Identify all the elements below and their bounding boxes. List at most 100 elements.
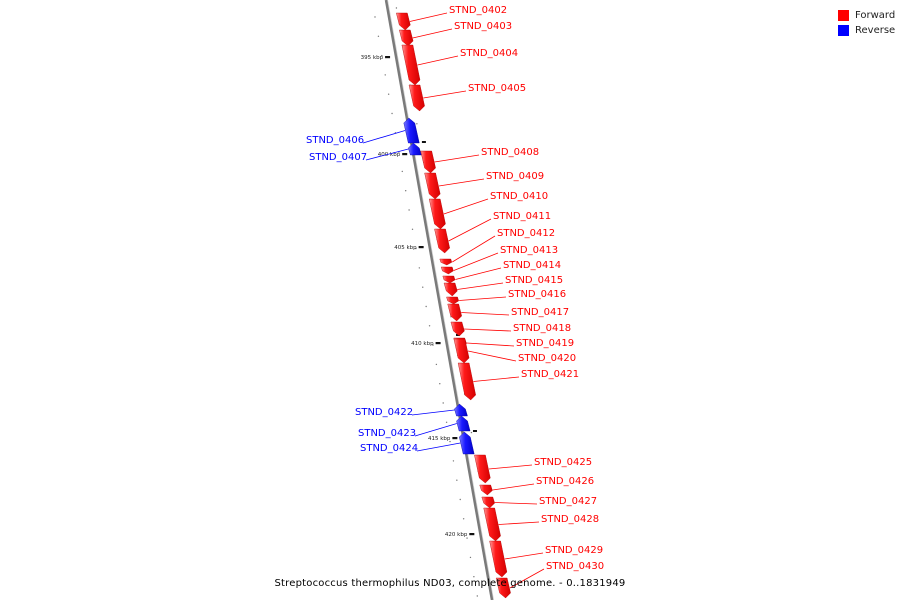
gene-leader-line (443, 198, 489, 215)
gene-label-STND_0402[interactable]: STND_0402 (449, 5, 507, 16)
kbp-tick-mark-right (421, 141, 426, 143)
gene-label-STND_0428[interactable]: STND_0428 (541, 514, 599, 525)
gene-arrow-STND_0409[interactable] (424, 172, 441, 200)
gene-leader-line (448, 218, 492, 242)
gene-label-STND_0427[interactable]: STND_0427 (539, 496, 597, 507)
gene-arrow-STND_0417[interactable] (447, 303, 462, 322)
gene-label-STND_0425[interactable]: STND_0425 (534, 457, 592, 468)
minor-tick-dot (473, 576, 475, 578)
gene-leader-line (414, 423, 457, 437)
gene-labels: STND_0402 STND_0403 STND_0404 STND_0405 STND… (306, 5, 604, 589)
gene-leader-line (365, 148, 409, 161)
gene-arrow-STND_0422[interactable] (454, 403, 468, 417)
gene-arrow-STND_0416[interactable] (446, 296, 459, 305)
gene-leader-line (498, 521, 540, 525)
gene-leader-line (488, 464, 533, 470)
gene-leader-line (455, 267, 502, 280)
gene-arrow-STND_0428[interactable] (483, 507, 501, 542)
gene-arrow-STND_0406[interactable] (403, 117, 420, 144)
gene-leader-line (464, 328, 512, 332)
gene-label-STND_0407[interactable]: STND_0407 (309, 152, 367, 163)
kbp-tick-mark-right (472, 430, 477, 432)
gene-arrow-STND_0421[interactable] (457, 362, 476, 401)
gene-arrow-STND_0420[interactable] (453, 338, 470, 364)
minor-tick-dot (387, 93, 390, 95)
minor-tick-dot (470, 431, 473, 434)
gene-label-STND_0418[interactable]: STND_0418 (513, 323, 571, 334)
gene-leader-line (473, 376, 520, 382)
gene-leader-line (423, 90, 467, 99)
gene-arrow-STND_0427[interactable] (481, 496, 495, 509)
minor-tick-dot (418, 267, 421, 269)
legend-forward: Forward (838, 8, 895, 23)
gene-arrow-STND_0402[interactable] (396, 12, 411, 31)
gene-label-STND_0417[interactable]: STND_0417 (511, 307, 569, 318)
gene-leader-line (453, 252, 499, 271)
minor-tick-dot (435, 363, 438, 366)
gene-label-STND_0426[interactable]: STND_0426 (536, 476, 594, 487)
gene-arrow-STND_0407[interactable] (408, 142, 422, 156)
gene-label-STND_0419[interactable]: STND_0419 (516, 338, 574, 349)
gene-label-STND_0420[interactable]: STND_0420 (518, 353, 576, 364)
minor-tick-dot (374, 16, 376, 18)
gene-leader-line (492, 483, 535, 491)
gene-arrow-STND_0415[interactable] (443, 282, 458, 297)
gene-track (396, 12, 511, 599)
gene-leader-line (504, 552, 544, 560)
gene-label-STND_0411[interactable]: STND_0411 (493, 211, 551, 222)
kbp-tick-label: 410 kbp (411, 341, 434, 347)
gene-label-STND_0410[interactable]: STND_0410 (490, 191, 548, 202)
gene-label-STND_0406[interactable]: STND_0406 (306, 135, 364, 146)
gene-arrow-STND_0424[interactable] (459, 431, 475, 455)
gene-label-STND_0404[interactable]: STND_0404 (460, 48, 518, 59)
gene-label-STND_0409[interactable]: STND_0409 (486, 171, 544, 182)
gene-arrow-STND_0410[interactable] (428, 198, 446, 230)
kbp-tick-mark (402, 153, 408, 156)
gene-leader-line (416, 442, 461, 452)
minor-tick-dot (384, 74, 386, 76)
gene-label-STND_0421[interactable]: STND_0421 (521, 369, 579, 380)
minor-tick-dot (422, 286, 424, 288)
gene-arrow-STND_0405[interactable] (408, 84, 425, 112)
kbp-tick-label: 395 kbp (361, 55, 384, 61)
kbp-tick-label: 415 kbp (428, 436, 451, 442)
gene-arrow-STND_0403[interactable] (399, 29, 414, 47)
gene-label-STND_0430[interactable]: STND_0430 (546, 561, 604, 572)
minor-tick-dot (459, 498, 461, 501)
gene-label-STND_0416[interactable]: STND_0416 (508, 289, 566, 300)
gene-arrow-STND_0423[interactable] (456, 415, 471, 432)
genome-backbone (384, 0, 494, 600)
gene-leader-line (417, 55, 459, 66)
gene-label-STND_0412[interactable]: STND_0412 (497, 228, 555, 239)
gene-arrow-STND_0414[interactable] (442, 275, 456, 284)
gene-arrow-STND_0425[interactable] (474, 454, 491, 484)
gene-label-STND_0429[interactable]: STND_0429 (545, 545, 603, 556)
gene-label-STND_0422[interactable]: STND_0422 (355, 407, 413, 418)
gene-label-STND_0403[interactable]: STND_0403 (454, 21, 512, 32)
gene-label-STND_0415[interactable]: STND_0415 (505, 275, 563, 286)
forward-swatch (838, 10, 849, 21)
gene-arrow-STND_0430[interactable] (495, 577, 511, 599)
gene-label-STND_0424[interactable]: STND_0424 (360, 443, 418, 454)
gene-arrow-STND_0404[interactable] (401, 44, 421, 86)
gene-arrow-STND_0413[interactable] (440, 266, 454, 275)
gene-arrow-STND_0426[interactable] (479, 484, 493, 496)
gene-label-STND_0414[interactable]: STND_0414 (503, 260, 561, 271)
minor-tick-dot (432, 344, 434, 346)
minor-tick-dot (377, 35, 380, 37)
gene-arrow-STND_0418[interactable] (450, 321, 465, 337)
gene-arrow-STND_0429[interactable] (489, 540, 508, 578)
gene-leader-line (457, 282, 504, 290)
minor-tick-dot (408, 209, 410, 211)
gene-label-STND_0423[interactable]: STND_0423 (358, 428, 416, 439)
gene-arrow-STND_0412[interactable] (439, 258, 453, 266)
gene-label-STND_0413[interactable]: STND_0413 (500, 245, 558, 256)
kbp-tick-label: 420 kbp (445, 532, 468, 538)
minor-tick-dot (442, 402, 444, 404)
kbp-tick-label: 400 kbp (378, 152, 401, 158)
gene-arrow-STND_0408[interactable] (420, 150, 436, 174)
gene-arrow-STND_0411[interactable] (434, 228, 450, 254)
gene-label-STND_0405[interactable]: STND_0405 (468, 83, 526, 94)
gene-leader-line (494, 502, 538, 505)
gene-label-STND_0408[interactable]: STND_0408 (481, 147, 539, 158)
